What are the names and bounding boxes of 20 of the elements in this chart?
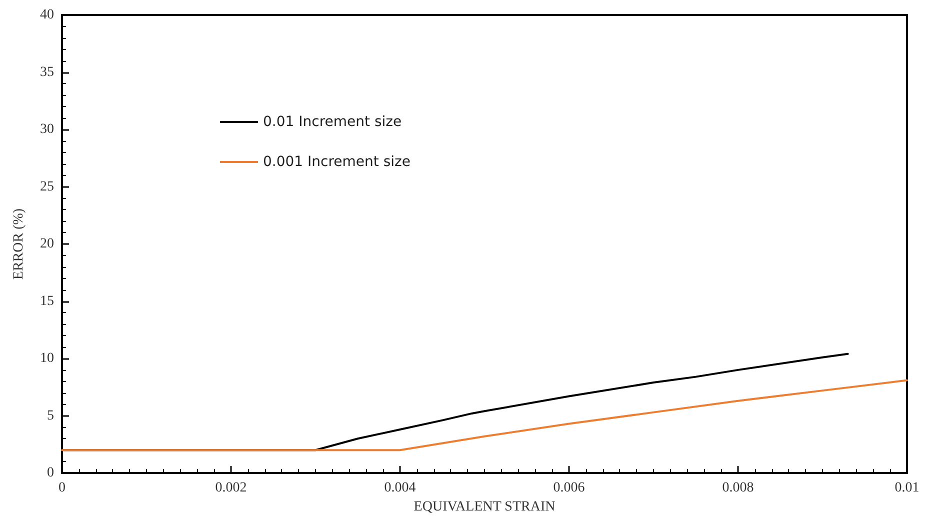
legend-label: 0.01 Increment size (263, 114, 402, 130)
x-tick-label: 0.006 (553, 480, 585, 496)
x-tick-label: 0.01 (894, 480, 920, 496)
legend-label: 0.001 Increment size (263, 154, 410, 170)
y-tick-label: 5 (47, 408, 54, 424)
y-tick-label: 15 (40, 294, 54, 309)
y-tick-label: 35 (40, 64, 54, 80)
x-tick-label: 0.008 (722, 480, 754, 496)
x-tick-label: 0.002 (215, 480, 247, 496)
line-series (61, 379, 908, 452)
y-tick-label: 0 (47, 466, 54, 480)
y-tick-label: 20 (40, 236, 54, 252)
x-axis-title: EQUIVALENT STRAIN (414, 499, 556, 514)
y-tick-label: 40 (40, 8, 54, 22)
x-tick-label: 0.004 (384, 480, 416, 496)
x-tick-label: 0 (58, 480, 66, 496)
y-tick-label: 10 (40, 351, 54, 366)
y-tick-label: 30 (40, 122, 54, 137)
y-tick-label: 25 (40, 179, 54, 194)
y-axis-title: ERROR (%) (12, 208, 26, 280)
